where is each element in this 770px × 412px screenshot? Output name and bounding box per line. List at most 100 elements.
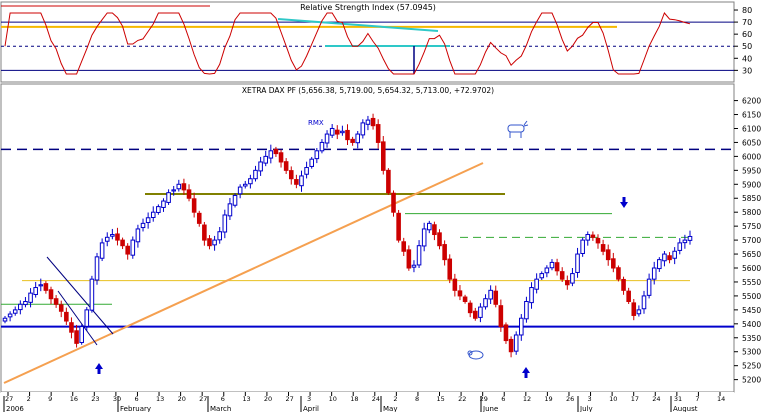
candle-body xyxy=(529,287,534,304)
price-y-axis: 6200 6150 6100 6050 6000 5950 5900 5850 5800 5750… xyxy=(734,97,761,385)
candle-body xyxy=(171,189,176,192)
rsi-tick-label: 60 xyxy=(742,30,752,39)
candle-body xyxy=(585,234,591,241)
candle-body xyxy=(416,245,422,266)
candle-body xyxy=(636,309,642,315)
candle-body xyxy=(202,224,207,241)
candle-body xyxy=(166,192,171,203)
channel-lower xyxy=(57,290,98,346)
rsi-tick-label: 30 xyxy=(742,66,752,75)
candle-body xyxy=(69,322,74,333)
candle-body xyxy=(43,283,49,291)
x-day-label: 13 xyxy=(156,395,164,403)
candle-body xyxy=(524,300,529,320)
x-day-label: 6 xyxy=(134,395,138,403)
candle-body xyxy=(18,303,23,311)
rsi-tick-label: 50 xyxy=(742,42,752,51)
x-day-label: 3 xyxy=(588,395,592,403)
candle-body xyxy=(513,334,519,352)
price-tick-label: 6050 xyxy=(742,138,761,147)
x-month-label: 2006 xyxy=(6,405,24,412)
candle-body xyxy=(140,222,146,229)
candle-body xyxy=(657,259,662,270)
candle-body xyxy=(38,284,44,287)
price-tick-label: 5200 xyxy=(742,376,761,385)
candle-body xyxy=(7,313,13,318)
candle-body xyxy=(605,249,611,261)
candle-body xyxy=(237,186,243,195)
candle-body xyxy=(565,280,570,286)
x-day-label: 27 xyxy=(5,395,13,403)
candle-body xyxy=(120,239,125,247)
candle-body xyxy=(549,261,555,269)
x-day-label: 6 xyxy=(501,395,505,403)
candle-body xyxy=(288,170,294,180)
candle-body xyxy=(483,298,488,308)
candle-body xyxy=(365,119,371,125)
candle-body xyxy=(299,175,304,187)
candle-body xyxy=(84,309,90,327)
price-tick-label: 5850 xyxy=(742,194,761,203)
candle-body xyxy=(329,127,335,136)
candle-body xyxy=(411,264,417,268)
price-tick-label: 6100 xyxy=(742,124,761,133)
candle-body xyxy=(345,129,350,141)
candle-body xyxy=(2,317,8,322)
candle-body xyxy=(334,129,340,135)
price-tick-label: 5700 xyxy=(742,236,761,245)
bull-horn xyxy=(523,120,529,127)
candle-body xyxy=(58,304,64,312)
candle-body xyxy=(350,138,355,143)
candle-body xyxy=(28,292,33,303)
x-day-label: 10 xyxy=(609,395,617,403)
candle-body xyxy=(406,249,412,269)
candle-body xyxy=(48,289,54,300)
x-day-label: 24 xyxy=(372,395,380,403)
candle-body xyxy=(467,302,473,314)
candle-body xyxy=(324,133,330,144)
rmx-label: RMX xyxy=(308,119,324,127)
candle-body xyxy=(488,289,493,300)
candle-body xyxy=(498,305,504,328)
price-tick-label: 5750 xyxy=(742,222,761,231)
x-day-label: 27 xyxy=(285,395,293,403)
x-month-label: May xyxy=(383,405,397,412)
x-day-label: 23 xyxy=(91,395,99,403)
candle-body xyxy=(135,228,141,243)
x-day-label: 15 xyxy=(437,395,445,403)
candle-body xyxy=(544,267,550,274)
candle-body xyxy=(273,148,279,155)
x-axis-strip xyxy=(1,392,734,412)
candle-body xyxy=(253,169,258,180)
price-tick-label: 5350 xyxy=(742,334,761,343)
x-day-label: 27 xyxy=(199,395,207,403)
rsi-lines xyxy=(1,5,734,75)
candle-body xyxy=(421,228,427,247)
x-day-label: 14 xyxy=(717,395,725,403)
sell-arrow-down xyxy=(620,197,628,208)
candle-body xyxy=(687,235,693,241)
candle-body xyxy=(181,183,187,191)
price-tick-label: 6000 xyxy=(742,152,761,161)
candle-body xyxy=(503,324,509,342)
candle-body xyxy=(386,169,391,194)
candle-body xyxy=(227,203,233,217)
x-day-label: 24 xyxy=(652,395,660,403)
candle-body xyxy=(651,267,657,280)
candle-body xyxy=(156,206,161,213)
candle-body xyxy=(611,258,616,269)
price-tick-label: 5400 xyxy=(742,320,761,329)
x-month-label: February xyxy=(120,405,151,412)
rsi-title: Relative Strength Index (57.0945) xyxy=(300,3,436,12)
x-month-label: April xyxy=(303,405,319,412)
candle-body xyxy=(309,158,315,167)
candle-body xyxy=(222,214,228,233)
candle-body xyxy=(340,130,345,134)
x-day-label: 6 xyxy=(221,395,225,403)
rsi-tick-label: 70 xyxy=(742,18,752,27)
rsi-line xyxy=(4,12,691,75)
price-tick-label: 5550 xyxy=(742,278,761,287)
x-day-label: 8 xyxy=(415,395,419,403)
x-day-label: 13 xyxy=(242,395,250,403)
